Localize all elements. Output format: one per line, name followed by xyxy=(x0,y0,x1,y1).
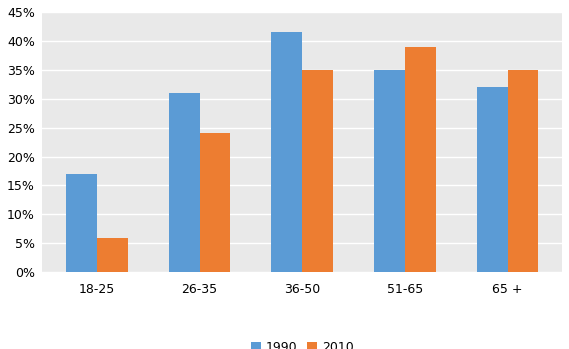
Bar xyxy=(477,87,508,272)
Bar xyxy=(508,70,538,272)
Bar xyxy=(66,174,97,272)
Bar xyxy=(374,70,405,272)
Legend: 1990, 2010: 1990, 2010 xyxy=(246,336,359,349)
Bar xyxy=(302,70,333,272)
Bar xyxy=(169,93,200,272)
Bar xyxy=(405,47,436,272)
Bar xyxy=(271,32,302,272)
Bar xyxy=(97,238,127,272)
Bar xyxy=(200,133,230,272)
